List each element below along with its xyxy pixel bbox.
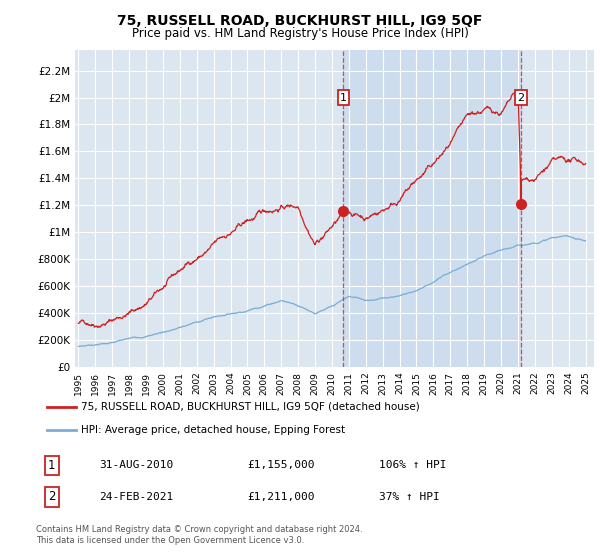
Text: 106% ↑ HPI: 106% ↑ HPI bbox=[379, 460, 446, 470]
Text: 24-FEB-2021: 24-FEB-2021 bbox=[100, 492, 173, 502]
Text: 31-AUG-2010: 31-AUG-2010 bbox=[100, 460, 173, 470]
Text: 2: 2 bbox=[48, 490, 56, 503]
Bar bbox=[343, 50, 521, 367]
Text: 1: 1 bbox=[48, 459, 56, 472]
Text: 1: 1 bbox=[340, 92, 347, 102]
Text: Contains HM Land Registry data © Crown copyright and database right 2024.
This d: Contains HM Land Registry data © Crown c… bbox=[36, 525, 362, 545]
Text: £1,211,000: £1,211,000 bbox=[247, 492, 315, 502]
Text: HPI: Average price, detached house, Epping Forest: HPI: Average price, detached house, Eppi… bbox=[81, 425, 345, 435]
Text: Price paid vs. HM Land Registry's House Price Index (HPI): Price paid vs. HM Land Registry's House … bbox=[131, 27, 469, 40]
Text: 37% ↑ HPI: 37% ↑ HPI bbox=[379, 492, 440, 502]
Text: £1,155,000: £1,155,000 bbox=[247, 460, 315, 470]
Text: 75, RUSSELL ROAD, BUCKHURST HILL, IG9 5QF (detached house): 75, RUSSELL ROAD, BUCKHURST HILL, IG9 5Q… bbox=[81, 402, 419, 412]
Text: 75, RUSSELL ROAD, BUCKHURST HILL, IG9 5QF: 75, RUSSELL ROAD, BUCKHURST HILL, IG9 5Q… bbox=[118, 14, 482, 28]
Text: 2: 2 bbox=[517, 92, 524, 102]
